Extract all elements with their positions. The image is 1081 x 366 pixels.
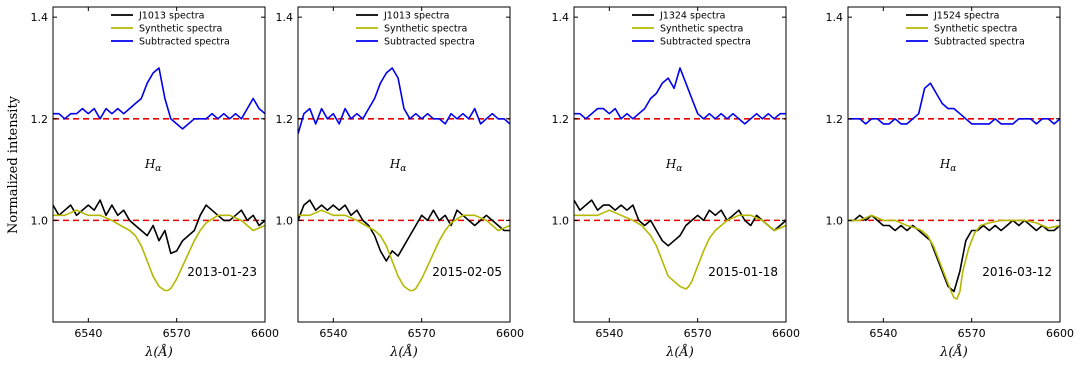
x-axis-label: λ(Å) <box>665 344 694 360</box>
y-tick-label: 1.0 <box>552 214 570 227</box>
panel-4: 6540 6570 6600 1.0 1.2 1.4 λ(Å) Hα 2016-03-12 J15… <box>826 6 1074 360</box>
observation-date: 2015-01-18 <box>708 265 778 279</box>
synthetic-series-line <box>53 209 265 292</box>
h-alpha-subscript: α <box>950 164 956 174</box>
h-alpha-subscript: α <box>155 164 161 174</box>
h-alpha-subscript: α <box>400 164 406 174</box>
x-tick-label: 6570 <box>408 327 436 340</box>
panel-1: 6540 6570 6600 1.0 1.2 1.4 λ(Å) Hα 2013-01-23 J10… <box>31 6 279 360</box>
panel-3: 6540 6570 6600 1.0 1.2 1.4 λ(Å) Hα 2015-01-18 J13… <box>552 6 800 360</box>
x-axis-label: λ(Å) <box>144 344 173 360</box>
h-alpha-label: Hα <box>665 157 683 174</box>
h-alpha-label: Hα <box>144 157 162 174</box>
observed-series-line <box>848 214 1060 293</box>
legend-label-subtracted: Subtracted spectra <box>660 37 751 48</box>
y-tick-label: 1.4 <box>31 11 49 24</box>
legend: J1013 spectra Synthetic spectra Subtracted… <box>111 11 230 48</box>
y-tick-label: 1.2 <box>552 113 570 126</box>
legend-label-subtracted: Subtracted spectra <box>384 37 475 48</box>
axes-frame <box>297 6 511 323</box>
x-tick-label: 6540 <box>595 327 623 340</box>
axes-frame <box>573 6 787 323</box>
legend-label-observed: J1013 spectra <box>138 11 205 22</box>
h-alpha-label: Hα <box>939 157 957 174</box>
legend-label-synthetic: Synthetic spectra <box>139 24 222 35</box>
panels: 6540 6570 6600 1.0 1.2 1.4 λ(Å) Hα 2013-01-23 J10… <box>31 6 1074 360</box>
observation-date: 2015-02-05 <box>432 265 502 279</box>
synthetic-series-line <box>848 214 1060 300</box>
panel-2: 6540 6570 6600 1.0 1.2 1.4 λ(Å) Hα 2015-02-05 J10… <box>276 6 524 360</box>
x-tick-label: 6570 <box>684 327 712 340</box>
y-tick-label: 1.0 <box>826 214 844 227</box>
y-tick-label: 1.4 <box>552 11 570 24</box>
observation-date: 2013-01-23 <box>187 265 257 279</box>
legend-label-observed: J1324 spectra <box>659 11 726 22</box>
observed-series-line <box>53 199 265 255</box>
x-tick-label: 6600 <box>1046 327 1074 340</box>
x-tick-label: 6600 <box>772 327 800 340</box>
observed-series-line <box>574 199 786 247</box>
synthetic-series-line <box>298 209 510 292</box>
y-tick-label: 1.2 <box>276 113 294 126</box>
legend-label-synthetic: Synthetic spectra <box>934 24 1017 35</box>
legend-label-subtracted: Subtracted spectra <box>139 37 230 48</box>
legend: J1324 spectra Synthetic spectra Subtracted… <box>632 11 751 48</box>
y-axis-label: Normalized intensity <box>6 95 21 234</box>
h-alpha-subscript: α <box>676 164 682 174</box>
x-tick-label: 6570 <box>958 327 986 340</box>
axes-frame <box>847 6 1061 323</box>
axes-frame <box>52 6 266 323</box>
y-tick-label: 1.0 <box>31 214 49 227</box>
x-tick-label: 6600 <box>251 327 279 340</box>
y-tick-label: 1.0 <box>276 214 294 227</box>
legend-label-synthetic: Synthetic spectra <box>384 24 467 35</box>
observed-series-line <box>298 199 510 262</box>
y-tick-label: 1.2 <box>826 113 844 126</box>
x-tick-label: 6540 <box>869 327 897 340</box>
h-alpha-label: Hα <box>389 157 407 174</box>
legend-label-synthetic: Synthetic spectra <box>660 24 743 35</box>
x-tick-label: 6540 <box>319 327 347 340</box>
subtracted-series-line <box>848 82 1060 125</box>
subtracted-series-line <box>574 67 786 125</box>
legend-label-subtracted: Subtracted spectra <box>934 37 1025 48</box>
observation-date: 2016-03-12 <box>982 265 1052 279</box>
legend: J1013 spectra Synthetic spectra Subtracted… <box>356 11 475 48</box>
x-tick-label: 6600 <box>496 327 524 340</box>
y-tick-label: 1.4 <box>826 11 844 24</box>
y-tick-label: 1.4 <box>276 11 294 24</box>
synthetic-series-line <box>574 209 786 290</box>
legend: J1524 spectra Synthetic spectra Subtracted… <box>906 11 1025 48</box>
x-tick-label: 6540 <box>74 327 102 340</box>
x-axis-label: λ(Å) <box>939 344 968 360</box>
legend-label-observed: J1013 spectra <box>383 11 450 22</box>
subtracted-series-line <box>53 67 265 130</box>
x-tick-label: 6570 <box>163 327 191 340</box>
y-tick-label: 1.2 <box>31 113 49 126</box>
legend-label-observed: J1524 spectra <box>933 11 1000 22</box>
subtracted-series-line <box>298 67 510 135</box>
x-axis-label: λ(Å) <box>389 344 418 360</box>
